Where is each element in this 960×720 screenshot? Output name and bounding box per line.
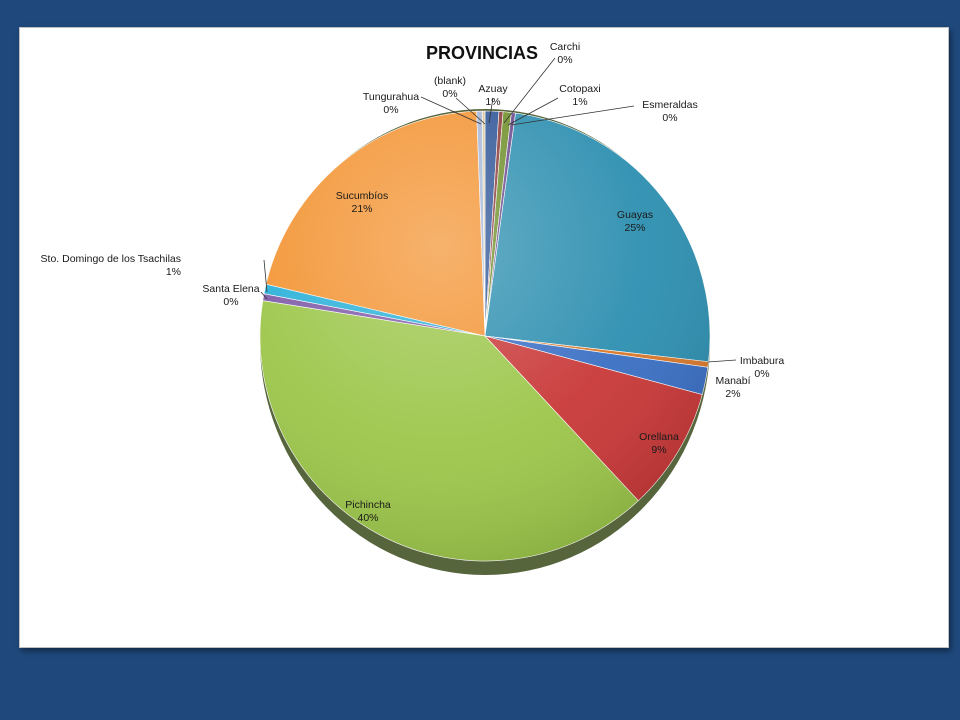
slice-label-carchi: Carchi 0% [550, 41, 580, 66]
slice-name: Carchi [550, 41, 580, 53]
slice-label-blank: (blank) 0% [434, 75, 466, 100]
slice-name: Cotopaxi [559, 83, 600, 95]
slice-labels: Azuay 1%Carchi 0%Cotopaxi 1% Esmeraldas 0%Gua… [41, 41, 785, 524]
leader-line-imbabura [707, 359, 737, 363]
slice-name: Guayas [617, 209, 653, 221]
slice-label-sucumb-os: Sucumbíos 21% [336, 190, 389, 215]
slice-label-pichincha: Pichincha 40% [345, 499, 391, 524]
slice-percent: 9% [651, 444, 666, 456]
pie-chart: PROVINCIAS Azuay 1%Carchi 0%Cotopaxi 1% Esme… [41, 41, 785, 575]
slice-label-manab: Manabí 2% [715, 375, 750, 400]
slice-name: Sucumbíos [336, 190, 389, 202]
leader-line-blank [455, 97, 486, 125]
slice-name: Pichincha [345, 499, 391, 511]
slice-percent: 40% [357, 512, 378, 524]
slice-name: Orellana [639, 431, 679, 443]
slice-percent: 1% [485, 96, 500, 108]
slice-percent: 0% [442, 88, 457, 100]
pie-slice-guayas [484, 112, 711, 363]
slice-name: Sto. Domingo de los Tsachilas [41, 253, 181, 265]
slice-name: Azuay [478, 83, 508, 95]
slice-label-azuay: Azuay 1% [478, 83, 508, 108]
slice-label-sto-domingo-de-los-tsachilas: Sto. Domingo de los Tsachilas 1% [41, 253, 181, 278]
slice-label-esmeraldas: Esmeraldas 0% [642, 99, 697, 124]
leader-line-azuay [488, 97, 494, 124]
slice-label-tungurahua: Tungurahua 0% [363, 91, 419, 116]
leader-line-tungurahua [420, 96, 482, 125]
slice-label-santa-elena: Santa Elena 0% [202, 283, 259, 308]
slice-name: Imbabura [740, 355, 785, 367]
leader-line-santa-elena [260, 291, 268, 300]
slice-percent: 21% [351, 203, 372, 215]
slice-name: Santa Elena [202, 283, 259, 295]
slice-percent: 0% [662, 112, 677, 124]
slice-name: Tungurahua [363, 91, 419, 103]
slice-label-guayas: Guayas 25% [617, 209, 653, 234]
slice-label-cotopaxi: Cotopaxi 1% [559, 83, 600, 108]
slice-name: Manabí [715, 375, 750, 387]
chart-title: PROVINCIAS [426, 43, 538, 63]
leader-line-sto-domingo-de-los-tsachilas [263, 259, 268, 293]
slice-percent: 2% [725, 388, 740, 400]
pie-slices [259, 110, 711, 562]
leader-lines [260, 57, 737, 363]
slice-percent: 0% [754, 368, 769, 380]
slice-percent: 25% [624, 222, 645, 234]
chart-area: PROVINCIAS Azuay 1% Carchi 0% Cotopaxi 1% Esme… [19, 27, 949, 648]
slice-percent: 1% [166, 266, 181, 278]
slice-percent: 0% [223, 296, 238, 308]
leader-line-carchi [503, 57, 556, 124]
leader-line-esmeraldas [510, 105, 635, 126]
leader-line-cotopaxi [507, 97, 559, 126]
slice-name: Esmeraldas [642, 99, 697, 111]
slice-percent: 0% [557, 54, 572, 66]
slice-label-imbabura: Imbabura 0% [740, 355, 785, 380]
slice-percent: 1% [572, 96, 587, 108]
slice-label-orellana: Orellana 9% [639, 431, 679, 456]
slice-percent: 0% [383, 104, 398, 116]
slice-name: (blank) [434, 75, 466, 87]
